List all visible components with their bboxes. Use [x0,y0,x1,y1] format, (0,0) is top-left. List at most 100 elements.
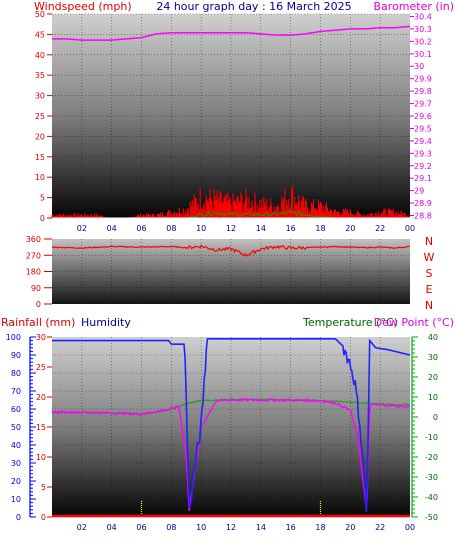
temp-hum-grid [52,337,410,517]
rain-tick-label: 0 [41,513,46,522]
barometer-tick-label: 29.1 [414,174,432,183]
temperature-tick-label: 10 [428,393,438,402]
compass-label: N [425,235,433,248]
hour-tick-label: 08 [166,523,176,532]
direction-tick-label: 270 [26,251,41,260]
hour-tick-label: 00 [405,224,415,233]
barometer-tick-label: 28.9 [414,199,432,208]
temperature-tick-label: 20 [428,373,438,382]
hour-tick-label: 16 [286,224,296,233]
compass-label: W [424,251,435,264]
hour-tick-label: 18 [315,523,325,532]
barometer-tick-label: 29.9 [414,75,432,84]
humidity-tick-label: 100 [6,333,21,342]
windspeed-tick-label: 0 [40,214,45,223]
hour-tick-label: 04 [107,523,117,532]
temperature-tick-label: -40 [425,493,438,502]
wind-baro-axes: 0 5 10 15 20 25 30 35 40 45 50 28.8 28.9 29 29.1 29.2 29… [35,10,432,233]
humidity-tick-label: 50 [11,423,21,432]
hour-tick-label: 22 [375,224,385,233]
hour-tick-label: 00 [405,523,415,532]
humidity-tick-label: 10 [11,495,21,504]
barometer-line [52,25,411,41]
dewpoint-line [51,397,411,511]
humidity-tick-label: 80 [11,369,21,378]
barometer-tick-label: 29.8 [414,87,432,96]
windspeed-tick-label: 20 [35,132,45,141]
barometer-tick-label: 28.8 [414,212,432,221]
hour-tick-label: 12 [226,224,236,233]
direction-tick-label: 180 [26,268,41,277]
barometer-tick-label: 30.1 [414,50,432,59]
rain-tick-label: 15 [36,423,46,432]
windspeed-tick-label: 35 [35,71,45,80]
hour-tick-label: 02 [77,224,87,233]
hour-tick-label: 06 [136,224,146,233]
windspeed-axis-label: Windspeed (mph) [34,0,132,13]
barometer-tick-label: 29.4 [414,137,432,146]
compass-label: E [426,283,433,296]
barometer-tick-label: 29.6 [414,112,432,121]
humidity-tick-label: 70 [11,387,21,396]
rainfall-axis-label: Rainfall (mm) [1,316,75,329]
temp-hum-marks [51,337,411,518]
windspeed-tick-label: 10 [35,173,45,182]
windspeed-tick-label: 50 [35,10,45,19]
hour-tick-label: 12 [226,523,236,532]
hour-tick-label: 18 [315,224,325,233]
humidity-tick-label: 90 [11,351,21,360]
temp-hum-axes: 0102030405060708090100051015202530-50-40… [6,333,438,532]
compass-label: S [426,267,433,280]
humidity-tick-label: 60 [11,405,21,414]
barometer-axis-label: Barometer (in) [374,0,455,13]
humidity-line [52,337,411,512]
hour-tick-label: 06 [136,523,146,532]
rain-tick-label: 20 [36,393,46,402]
barometer-tick-label: 29.5 [414,124,432,133]
direction-grid [52,239,410,304]
hour-tick-label: 20 [345,523,355,532]
hour-tick-label: 22 [375,523,385,532]
barometer-tick-label: 30.4 [414,12,432,21]
rain-tick-label: 30 [36,333,46,342]
temperature-tick-label: -20 [425,453,438,462]
humidity-axis-label: Humidity [81,316,131,329]
windspeed-tick-label: 30 [35,92,45,101]
wind-baro-grid [52,13,410,219]
temperature-tick-label: -30 [425,473,438,482]
barometer-tick-label: 30 [414,62,424,71]
hour-tick-label: 10 [196,224,206,233]
direction-marks [51,244,410,257]
temperature-tick-label: -50 [425,513,438,522]
chart-title: 24 hour graph day : 16 March 2025 [156,0,351,13]
barometer-tick-label: 30.2 [414,37,432,46]
temperature-tick-label: 40 [428,333,438,342]
windspeed-tick-label: 45 [35,30,45,39]
hour-tick-label: 08 [166,224,176,233]
humidity-tick-label: 20 [11,477,21,486]
windspeed-tick-label: 40 [35,51,45,60]
windspeed-tick-label: 5 [40,194,45,203]
hour-tick-label: 10 [196,523,206,532]
barometer-tick-label: 29.2 [414,162,432,171]
direction-tick-label: 0 [36,300,41,309]
wind-baro-marks [51,25,411,219]
humidity-tick-label: 0 [16,513,21,522]
hour-tick-label: 20 [345,224,355,233]
barometer-tick-label: 29.3 [414,149,432,158]
humidity-tick-label: 40 [11,441,21,450]
rain-tick-label: 10 [36,453,46,462]
barometer-tick-label: 29.7 [414,100,432,109]
windspeed-tick-label: 15 [35,153,45,162]
hour-tick-label: 14 [256,224,266,233]
temperature-tick-label: 0 [433,413,438,422]
direction-tick-label: 360 [26,235,41,244]
barometer-tick-label: 29 [414,187,424,196]
hour-tick-label: 04 [107,224,117,233]
temperature-tick-label: -10 [425,433,438,442]
temperature-axis-label: Temperature (°C) [302,316,398,329]
windspeed-tick-label: 25 [35,112,45,121]
compass-label: N [425,299,433,312]
